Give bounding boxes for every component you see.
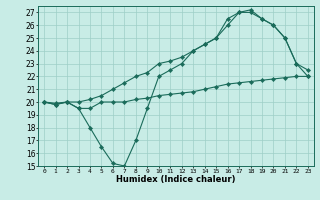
X-axis label: Humidex (Indice chaleur): Humidex (Indice chaleur) (116, 175, 236, 184)
